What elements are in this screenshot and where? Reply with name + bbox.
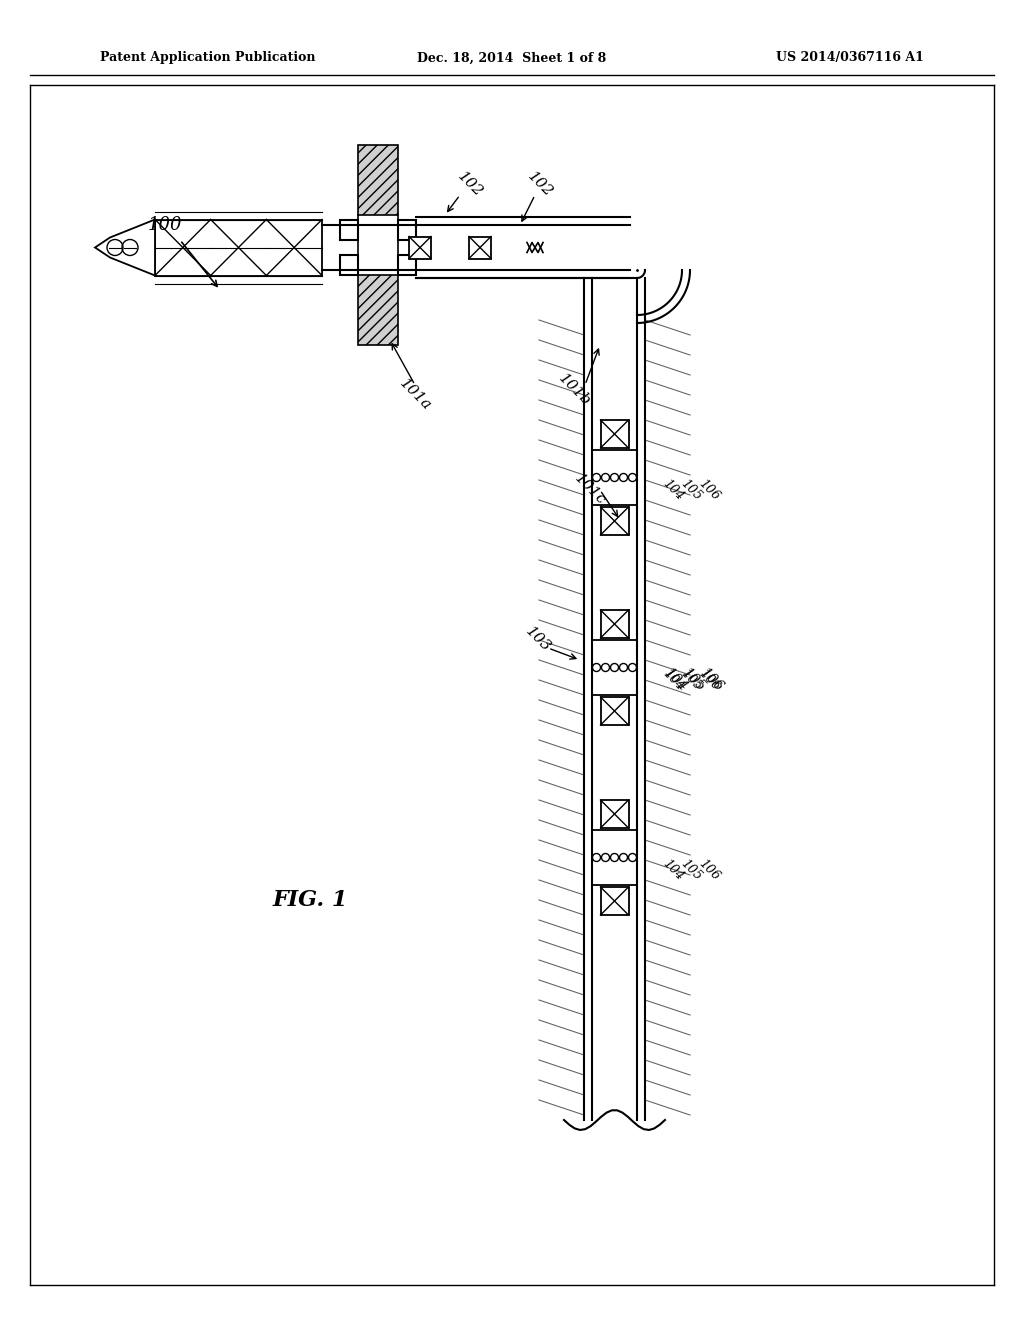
Text: 101a: 101a <box>396 376 433 413</box>
Text: 103: 103 <box>522 624 553 655</box>
Text: 106: 106 <box>696 477 722 503</box>
Text: 104: 104 <box>660 667 686 693</box>
Bar <box>600 800 629 828</box>
Bar <box>600 420 629 447</box>
Text: US 2014/0367116 A1: US 2014/0367116 A1 <box>776 51 924 65</box>
Text: FIG. 1: FIG. 1 <box>272 888 348 911</box>
Text: 104: 104 <box>660 477 686 503</box>
Bar <box>155 219 322 276</box>
Text: 102: 102 <box>524 170 555 201</box>
Text: 102: 102 <box>455 170 485 201</box>
Bar <box>469 236 490 259</box>
Text: 100: 100 <box>147 216 182 234</box>
Bar <box>592 640 637 696</box>
Polygon shape <box>95 219 155 276</box>
Text: 104: 104 <box>660 665 689 694</box>
Text: 101b: 101b <box>556 371 594 409</box>
Bar <box>600 507 629 535</box>
Polygon shape <box>358 275 398 345</box>
Text: 106: 106 <box>696 665 725 694</box>
Bar <box>340 255 358 275</box>
Bar <box>398 220 416 240</box>
Text: 105: 105 <box>678 477 705 503</box>
Bar <box>592 830 637 884</box>
Bar <box>409 236 431 259</box>
Text: 101c: 101c <box>571 471 608 508</box>
Bar <box>340 220 358 240</box>
Bar <box>600 887 629 915</box>
Text: 105: 105 <box>679 665 708 694</box>
Bar <box>398 255 416 275</box>
Bar <box>600 610 629 638</box>
Bar <box>600 697 629 725</box>
Text: 106: 106 <box>696 857 722 883</box>
Text: 105: 105 <box>678 667 705 693</box>
Text: 106: 106 <box>696 667 722 693</box>
Text: Dec. 18, 2014  Sheet 1 of 8: Dec. 18, 2014 Sheet 1 of 8 <box>418 51 606 65</box>
Bar <box>592 450 637 506</box>
Polygon shape <box>358 145 398 215</box>
Text: 104: 104 <box>660 857 686 883</box>
Text: Patent Application Publication: Patent Application Publication <box>100 51 315 65</box>
Text: 105: 105 <box>678 857 705 883</box>
